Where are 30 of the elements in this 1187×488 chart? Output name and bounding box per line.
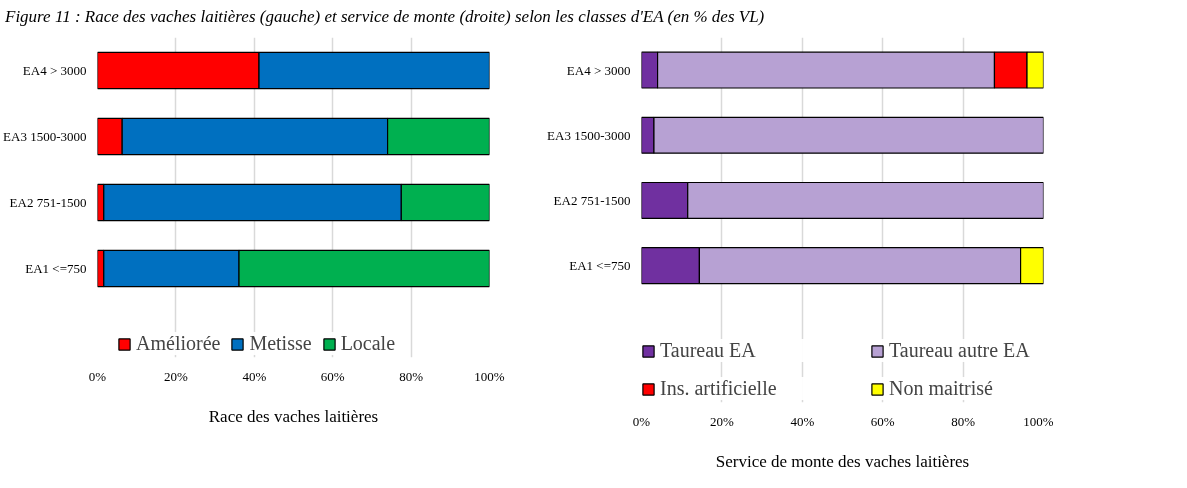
y-tick-label: EA2 751-1500 (553, 192, 631, 208)
x-tick-label: 20% (709, 413, 734, 429)
x-tick-label: 80% (951, 413, 976, 429)
x-tick-label: 40% (790, 413, 815, 429)
legend-label: Metisse (249, 332, 312, 355)
legend-label: Taureau autre EA (889, 339, 1031, 362)
x-tick-label: 80% (399, 368, 424, 384)
y-tick-label: EA3 1500-3000 (547, 127, 631, 143)
x-tick-label: 20% (163, 368, 188, 384)
caption: Figure 11 : Race des vaches laitières (gauche) et service de monte (droite) selon les classes d'EA (en % des VL) (5, 6, 765, 28)
y-tick-label: EA4 > 3000 (566, 62, 631, 78)
y-tick-label: EA3 1500-3000 (3, 128, 87, 144)
x-tick-label: 60% (870, 413, 895, 429)
legend-label: Non maitrisé (889, 377, 994, 400)
legend-label: Locale (340, 332, 396, 355)
x-tick-label: 40% (242, 368, 267, 384)
y-tick-label: EA4 > 3000 (22, 62, 87, 78)
legend-label: Taureau EA (660, 339, 757, 362)
y-tick-label: EA1 <=750 (25, 260, 87, 276)
x-axis-title: Race des vaches laitières (208, 406, 379, 426)
y-tick-label: EA1 <=750 (569, 258, 631, 274)
legend-label: Ins. artificielle (660, 377, 778, 400)
x-tick-label: 100% (1023, 413, 1054, 429)
x-axis-title: Service de monte des vaches laitières (715, 451, 970, 471)
legend-label: Améliorée (136, 332, 221, 355)
x-tick-label: 0% (632, 413, 651, 429)
x-tick-label: 0% (88, 368, 107, 384)
x-tick-label: 100% (474, 368, 505, 384)
y-tick-label: EA2 751-1500 (9, 194, 87, 210)
x-tick-label: 60% (320, 368, 345, 384)
